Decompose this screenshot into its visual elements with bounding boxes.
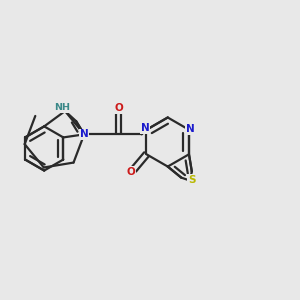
Text: O: O (127, 167, 136, 177)
Text: O: O (114, 103, 123, 113)
Text: N: N (185, 124, 194, 134)
Text: S: S (188, 175, 195, 185)
Text: NH: NH (54, 103, 70, 112)
Text: N: N (141, 123, 149, 133)
Text: N: N (80, 129, 88, 140)
